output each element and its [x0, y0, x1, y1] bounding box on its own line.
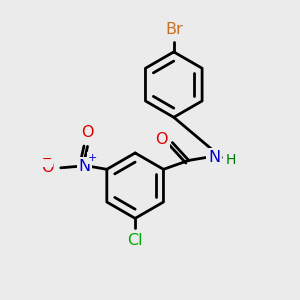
Text: O: O [155, 132, 168, 147]
Text: Cl: Cl [127, 233, 143, 248]
Text: N: N [79, 159, 91, 174]
Text: O: O [41, 160, 53, 175]
Text: O: O [81, 124, 94, 140]
Text: +: + [88, 153, 98, 163]
Text: Br: Br [165, 22, 183, 37]
Text: N: N [208, 150, 220, 165]
Text: −: − [41, 153, 52, 166]
Text: H: H [225, 153, 236, 167]
